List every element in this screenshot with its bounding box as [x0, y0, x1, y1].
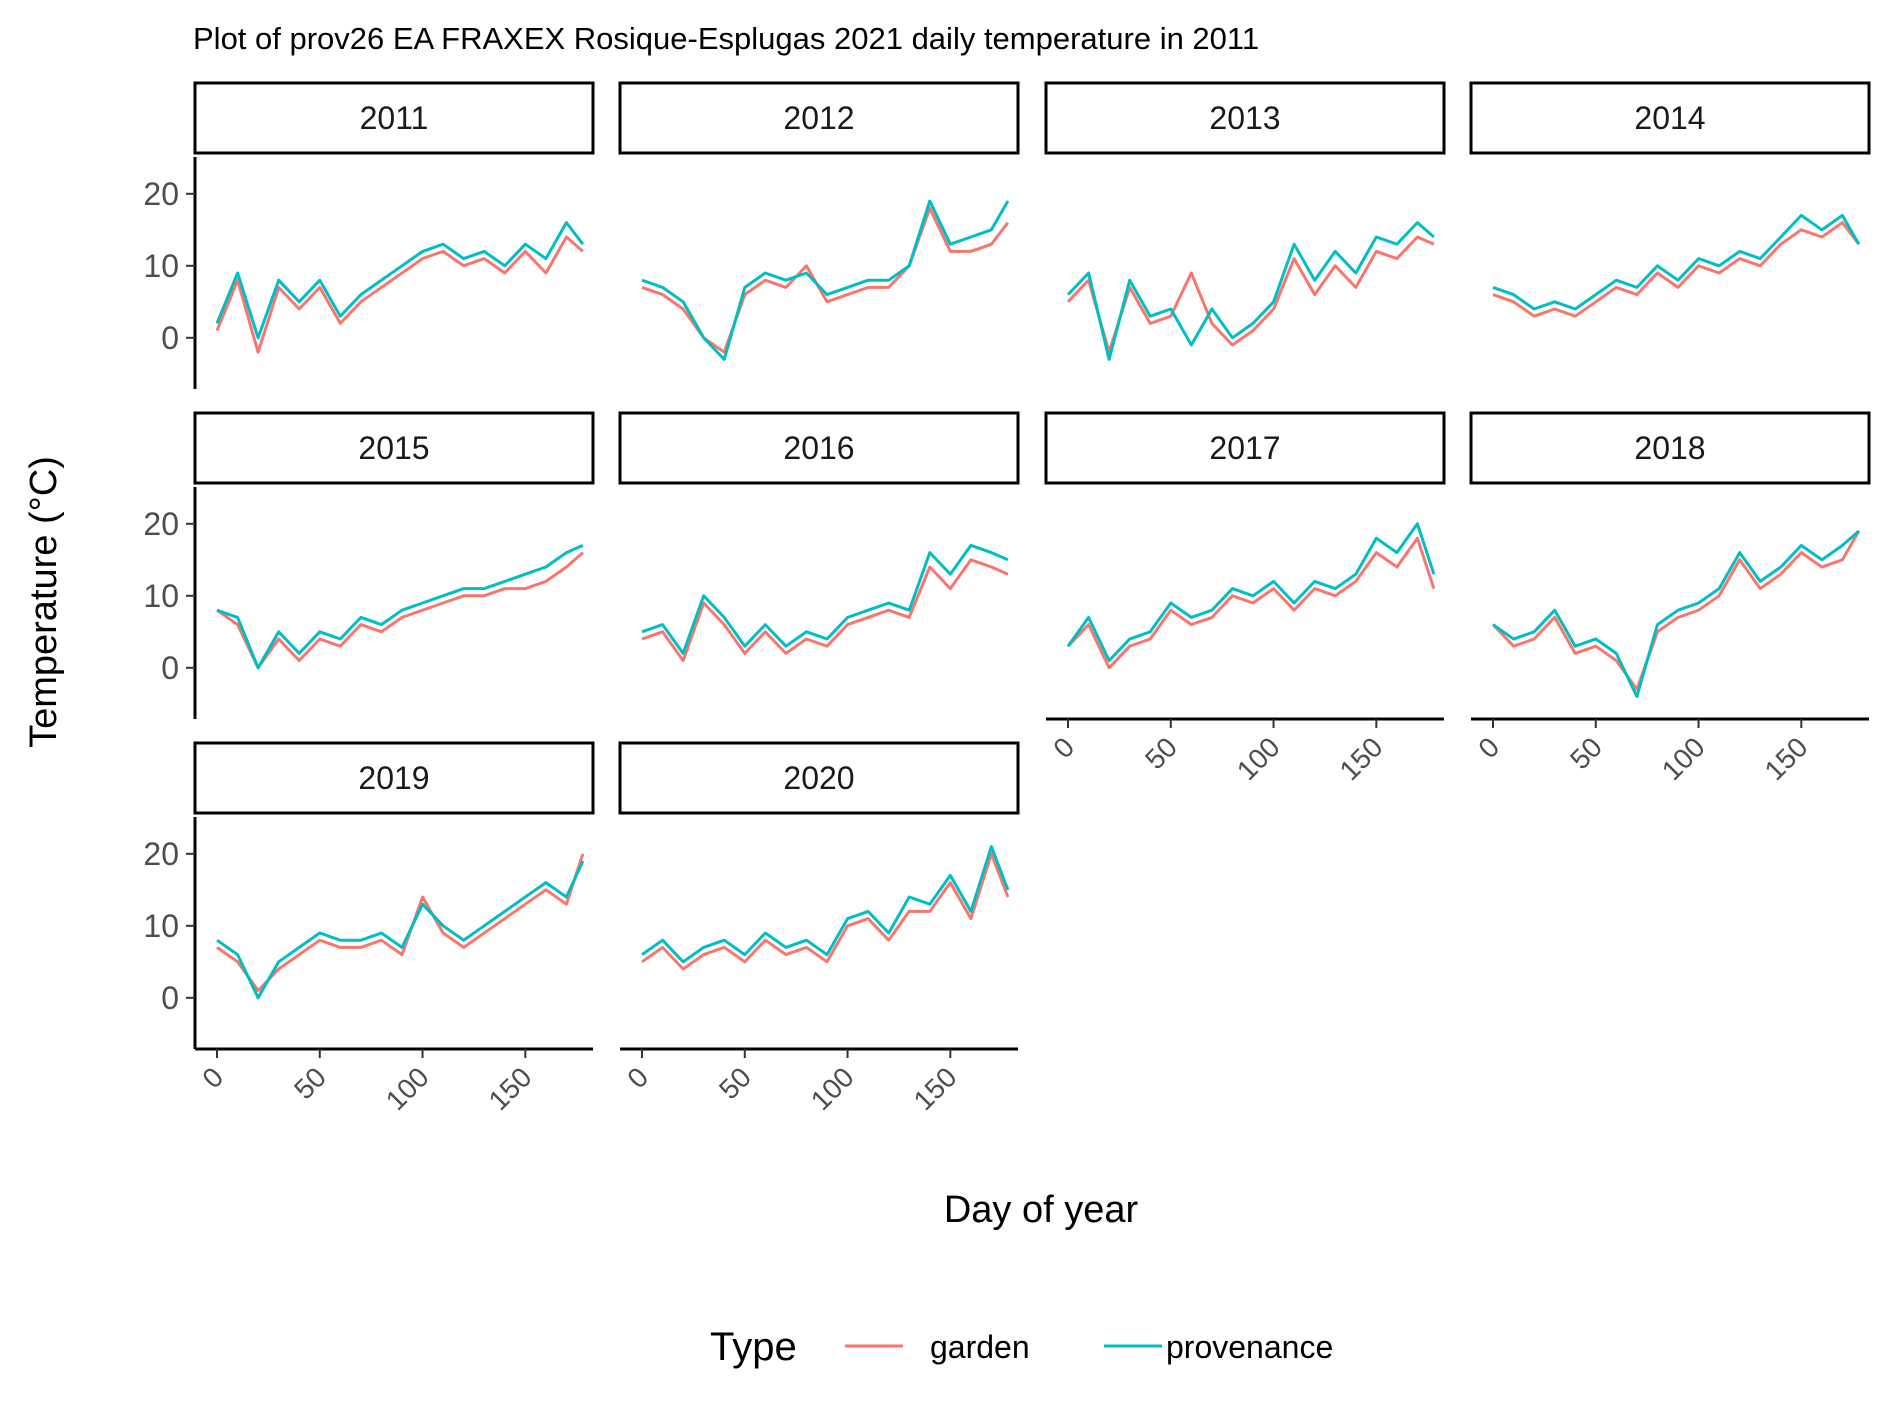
series-line-garden	[641, 206, 1010, 354]
facet-strip-label: 2019	[358, 760, 429, 796]
facet-strip	[193, 411, 595, 485]
y-tick-label: 10	[143, 248, 179, 284]
facet-strip-label: 2011	[360, 100, 429, 136]
x-tick-label: 100	[1656, 731, 1711, 786]
facet-strip-label: 2014	[1634, 100, 1705, 136]
x-tick-label: 50	[288, 1061, 332, 1105]
facet-strip-label: 2018	[1634, 430, 1705, 466]
x-tick-label: 150	[1759, 731, 1814, 786]
x-tick-label: 150	[483, 1061, 538, 1116]
series-line-garden	[1066, 235, 1435, 354]
y-tick-label: 20	[143, 836, 179, 872]
facet-strip	[1469, 81, 1871, 155]
x-tick-label: 100	[1231, 731, 1286, 786]
series-line-provenance	[1066, 522, 1436, 663]
series-line-provenance	[1066, 221, 1435, 361]
series-line-garden	[216, 853, 585, 993]
legend-title: Type	[710, 1325, 797, 1369]
facet-strip	[618, 741, 1020, 815]
y-tick-label: 0	[161, 320, 179, 356]
facet-panel-2014: 2014	[1469, 81, 1871, 318]
x-tick-label: 100	[380, 1061, 435, 1116]
series-line-provenance	[1492, 213, 1861, 311]
series-line-provenance	[641, 845, 1010, 964]
facet-panel-2017: 2017 0 50 100 150	[1044, 411, 1446, 786]
y-tick-label: 0	[161, 980, 179, 1016]
x-tick-label: 150	[1334, 731, 1389, 786]
facet-strip-label: 2012	[783, 100, 854, 136]
x-tick-label: 100	[805, 1061, 860, 1116]
x-tick-label: 0	[1472, 731, 1505, 764]
y-tick-label: 20	[143, 176, 179, 212]
facet-strip	[193, 741, 595, 815]
x-tick-label: 50	[713, 1061, 757, 1105]
facet-strip	[1044, 411, 1446, 485]
facet-panel-2020: 2020 0 50 100 150	[618, 741, 1020, 1116]
facet-panel-2011: 2011 0 10 20	[143, 81, 595, 389]
series-line-provenance	[641, 199, 1010, 361]
y-tick-label: 20	[143, 506, 179, 542]
facet-panel-2012: 2012	[618, 81, 1020, 361]
y-tick-label: 10	[143, 908, 179, 944]
series-line-provenance	[641, 543, 1009, 655]
facet-panel-2013: 2013	[1044, 81, 1446, 361]
series-line-garden	[1491, 530, 1861, 691]
x-tick-label: 50	[1139, 731, 1183, 775]
series-line-garden	[215, 235, 584, 354]
facet-panel-2016: 2016	[618, 411, 1020, 663]
x-tick-label: 0	[621, 1061, 654, 1094]
series-line-garden	[641, 558, 1009, 663]
series-line-provenance	[215, 221, 585, 340]
legend-label-provenance: provenance	[1166, 1329, 1333, 1365]
facet-panel-2019: 2019 0 10 20 0 50 100 150	[143, 741, 595, 1116]
facet-strip	[193, 81, 595, 155]
facet-strip	[1469, 411, 1871, 485]
facet-strip-label: 2020	[783, 760, 854, 796]
y-axis-title: Temperature (°C)	[23, 456, 65, 748]
series-line-garden	[216, 551, 584, 670]
x-tick-label: 0	[1047, 731, 1080, 764]
facet-strip	[618, 411, 1020, 485]
y-tick-label: 0	[161, 650, 179, 686]
series-line-provenance	[216, 544, 584, 670]
series-line-garden	[641, 852, 1010, 971]
facet-panel-2018: 2018 0 50 100 150	[1469, 411, 1871, 786]
series-line-provenance	[1492, 529, 1860, 699]
facet-strip	[1044, 81, 1446, 155]
series-line-garden	[1492, 221, 1861, 318]
x-tick-label: 0	[196, 1061, 229, 1094]
facet-strip-label: 2017	[1209, 430, 1280, 466]
facet-strip	[618, 81, 1020, 155]
facet-strip-label: 2015	[358, 430, 429, 466]
facet-strip-label: 2016	[783, 430, 854, 466]
facet-strip-label: 2013	[1209, 100, 1280, 136]
x-axis-title: Day of year	[944, 1189, 1139, 1231]
x-tick-label: 150	[908, 1061, 963, 1116]
legend-label-garden: garden	[930, 1329, 1030, 1365]
legend: Type garden provenance	[710, 1325, 1333, 1369]
y-tick-label: 10	[143, 578, 179, 614]
facet-panel-2015: 2015 0 10 20	[143, 411, 595, 719]
chart-title: Plot of prov26 EA FRAXEX Rosique-Espluga…	[193, 21, 1259, 56]
series-line-provenance	[216, 860, 585, 1000]
x-tick-label: 50	[1564, 731, 1608, 775]
series-line-garden	[1066, 536, 1436, 670]
